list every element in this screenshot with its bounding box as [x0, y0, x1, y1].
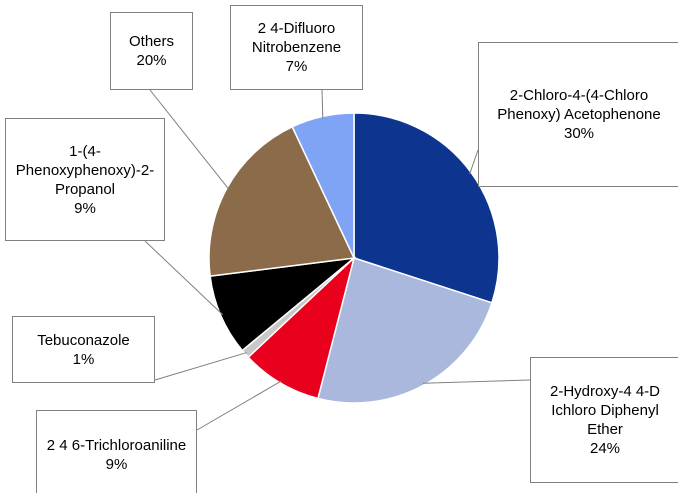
label-value: 24% [589, 440, 621, 457]
data-label: 2-Hydroxy-4 4-D Ichloro Diphenyl Ether 24… [530, 357, 678, 483]
leader-line [154, 352, 247, 381]
pie-slice [209, 256, 357, 352]
label-value: 9% [105, 456, 128, 473]
pie-slice [247, 255, 356, 400]
leader-line [144, 240, 224, 316]
label-value: 30% [563, 125, 595, 142]
pie-slice [317, 257, 493, 404]
label-name: 2-Hydroxy-4 4-D Ichloro Diphenyl Ether [549, 383, 661, 438]
data-label: 2-Chloro-4-(4-Chloro Phenoxy) Acetopheno… [478, 42, 678, 187]
data-label: 2 4-Difluoro Nitrobenzene 7% [230, 5, 363, 90]
leader-line [196, 380, 282, 431]
label-value: 20% [136, 52, 167, 69]
data-label: 2 4 6-Trichloroaniline 9% [36, 410, 197, 493]
data-label: Tebuconazole 1% [12, 316, 155, 383]
label-name: 1-(4-Phenoxyphenoxy)-2-Propanol [15, 142, 155, 198]
data-label: Others 20% [110, 12, 193, 90]
label-value: 9% [74, 199, 96, 217]
label-value: 7% [285, 58, 308, 75]
label-name: Others [128, 33, 174, 50]
label-name: Tebuconazole [37, 331, 130, 349]
leader-line [321, 89, 324, 119]
leader-line [149, 89, 230, 190]
label-name: 2 4 6-Trichloroaniline [46, 437, 187, 454]
label-name: 2 4-Difluoro Nitrobenzene [251, 20, 342, 56]
label-name: 2-Chloro-4-(4-Chloro Phenoxy) Acetopheno… [497, 87, 661, 123]
pie-slice [208, 125, 356, 278]
label-value: 1% [72, 350, 95, 368]
pie-slice [353, 112, 500, 304]
leader-line [469, 149, 479, 175]
leader-line [422, 379, 531, 384]
data-label: 1-(4-Phenoxyphenoxy)-2-Propanol 9% [5, 118, 165, 241]
